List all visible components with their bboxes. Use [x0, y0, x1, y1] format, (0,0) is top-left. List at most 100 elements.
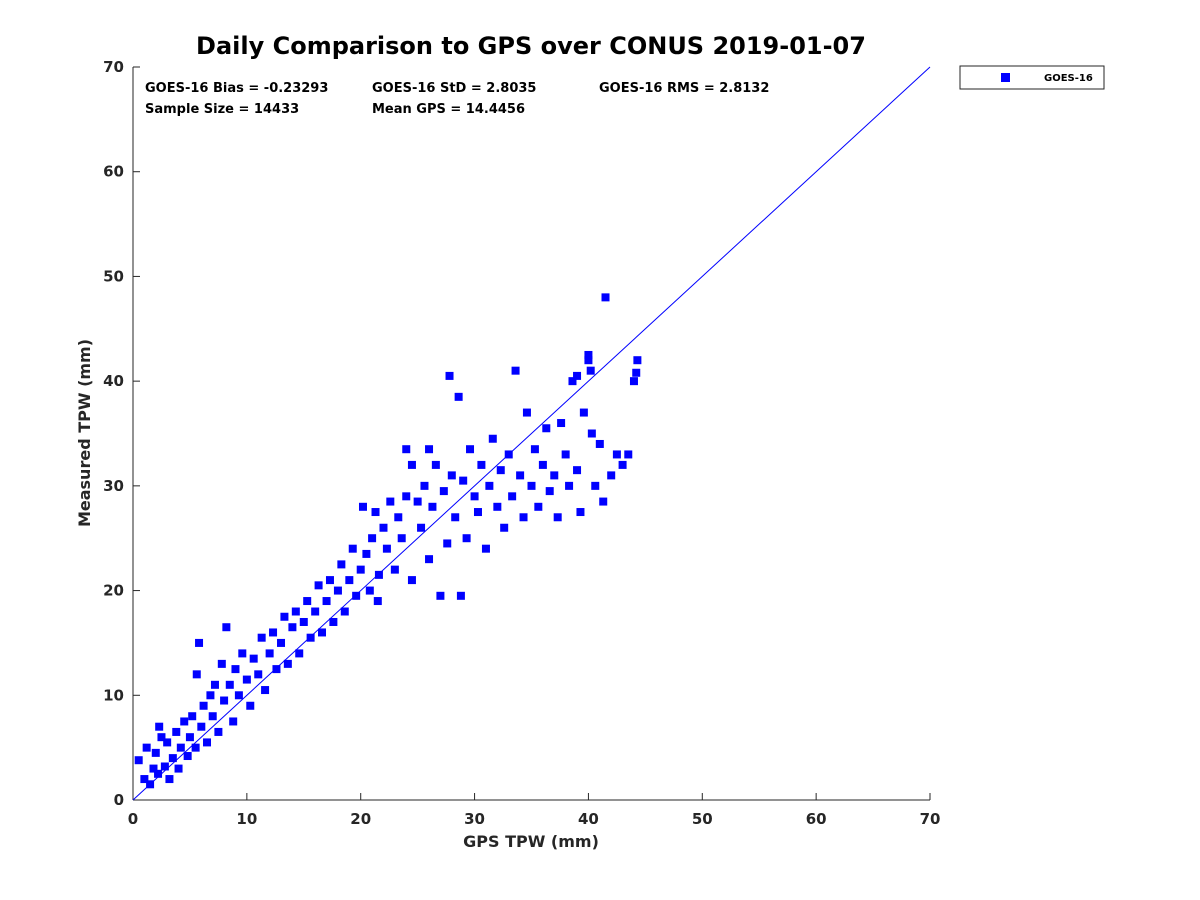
data-point: [291, 607, 300, 616]
stat-rms: GOES-16 RMS = 2.8132: [599, 81, 769, 96]
data-point: [299, 617, 308, 626]
x-tick-label: 50: [692, 810, 713, 828]
data-point: [496, 466, 505, 475]
data-point: [454, 392, 463, 401]
data-point: [390, 565, 399, 574]
data-point: [163, 738, 172, 747]
data-point: [445, 371, 454, 380]
legend-entry-goes16: GOES-16: [1044, 73, 1093, 84]
data-point: [356, 565, 365, 574]
axis-ticks: 0 10 20 30 40 50 60 70 0 10 20 30 40 50 60 70: [103, 58, 940, 828]
data-point: [208, 712, 217, 721]
data-point: [413, 497, 422, 506]
data-point: [530, 445, 539, 454]
data-point: [368, 534, 377, 543]
data-point: [199, 701, 208, 710]
data-point: [340, 607, 349, 616]
stat-bias: GOES-16 Bias = -0.23293: [145, 81, 328, 96]
plot-axes: [132, 67, 930, 801]
data-point: [607, 471, 616, 480]
data-point: [206, 691, 215, 700]
y-tick-label: 70: [103, 58, 124, 76]
data-point: [522, 408, 531, 417]
data-point: [470, 492, 479, 501]
data-point: [618, 460, 627, 469]
data-point: [231, 665, 240, 674]
data-point: [160, 762, 169, 771]
data-point: [142, 743, 151, 752]
data-point: [591, 481, 600, 490]
data-point: [493, 502, 502, 511]
x-tick-label: 40: [578, 810, 599, 828]
data-point: [473, 508, 482, 517]
data-point: [362, 549, 371, 558]
data-point: [337, 560, 346, 569]
data-point: [624, 450, 633, 459]
data-point: [511, 366, 520, 375]
data-point: [318, 628, 327, 637]
data-point: [261, 686, 270, 695]
y-tick-label: 10: [103, 686, 124, 704]
data-point: [508, 492, 517, 501]
data-point: [371, 508, 380, 517]
data-point: [561, 450, 570, 459]
legend-box: [959, 65, 1105, 90]
data-point: [217, 659, 226, 668]
data-point: [165, 775, 174, 784]
data-point: [612, 450, 621, 459]
data-point: [456, 591, 465, 600]
data-point: [220, 696, 229, 705]
data-point: [402, 492, 411, 501]
data-point: [183, 752, 192, 761]
data-point: [382, 544, 391, 553]
data-point: [481, 544, 490, 553]
data-point: [295, 649, 304, 658]
stats-block: GOES-16 Bias = -0.23293 GOES-16 StD = 2.…: [145, 81, 769, 117]
data-point: [306, 633, 315, 642]
data-point: [587, 429, 596, 438]
data-point: [358, 502, 367, 511]
data-point: [632, 368, 641, 377]
data-point: [573, 371, 582, 380]
data-point: [447, 471, 456, 480]
data-point: [157, 733, 166, 742]
data-point: [576, 508, 585, 517]
data-point: [140, 775, 149, 784]
x-tick-label: 20: [350, 810, 371, 828]
data-point: [303, 597, 312, 606]
data-point: [345, 576, 354, 585]
x-tick-label: 10: [236, 810, 257, 828]
data-point: [500, 523, 509, 532]
data-point: [246, 701, 255, 710]
data-point: [519, 513, 528, 522]
y-axis-label: Measured TPW (mm): [75, 339, 94, 527]
data-point: [439, 487, 448, 496]
data-point: [584, 350, 593, 359]
data-point: [601, 293, 610, 302]
data-point: [595, 439, 604, 448]
data-point: [238, 649, 247, 658]
data-point: [172, 727, 181, 736]
data-point: [277, 638, 286, 647]
data-point: [348, 544, 357, 553]
legend: GOES-16: [959, 65, 1105, 90]
data-point: [203, 738, 212, 747]
data-point: [333, 586, 342, 595]
data-point: [459, 476, 468, 485]
data-point: [288, 623, 297, 632]
data-point: [174, 764, 183, 773]
data-point: [154, 769, 163, 778]
data-point: [407, 576, 416, 585]
data-point: [407, 460, 416, 469]
data-point: [443, 539, 452, 548]
data-point: [155, 722, 164, 731]
one-to-one-line: [132, 66, 931, 801]
data-point: [516, 471, 525, 480]
data-point: [386, 497, 395, 506]
data-point: [249, 654, 258, 663]
data-point: [565, 481, 574, 490]
data-point: [134, 756, 143, 765]
data-point: [633, 356, 642, 365]
data-point: [191, 743, 200, 752]
data-point: [417, 523, 426, 532]
